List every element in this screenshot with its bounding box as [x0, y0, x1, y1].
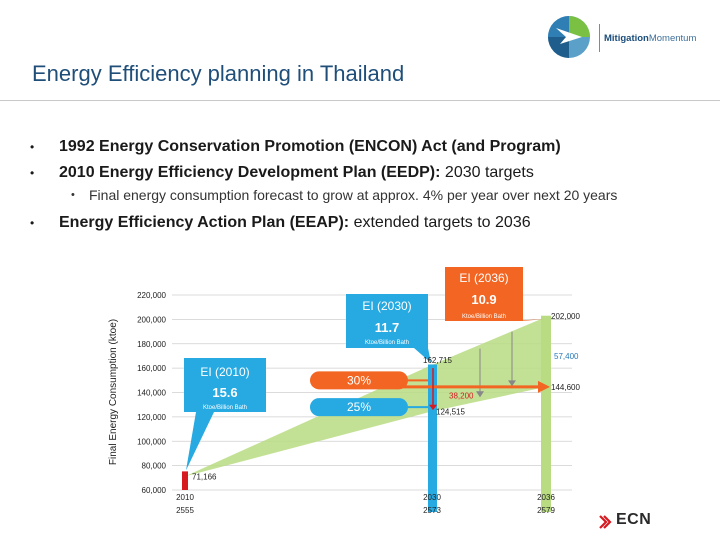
- ei-2036-box: [445, 267, 523, 321]
- ei-2010-value: 15.6: [212, 385, 237, 400]
- ei-2036-value: 10.9: [471, 292, 496, 307]
- logo-text-part2: Momentum: [648, 33, 697, 44]
- x-tick-label: 2030: [423, 493, 441, 502]
- bullet-list: • 1992 Energy Conservation Promotion (EN…: [30, 137, 690, 239]
- x-tick-label-be: 2579: [537, 506, 555, 515]
- reduction-pill-25: [310, 398, 408, 417]
- y-tick-label: 220,000: [137, 291, 166, 300]
- ei-2010-unit: Ktoe/Billion Bath: [203, 405, 247, 411]
- bullet-dot-icon: •: [30, 140, 35, 154]
- bullet-strong-text: 2010 Energy Efficiency Development Plan …: [59, 164, 441, 181]
- mitigation-momentum-logo: MitigationMomentum: [546, 14, 716, 60]
- year-bar-2030: [428, 364, 437, 512]
- bullet-text: 2030 targets: [440, 164, 534, 181]
- ecn-logo-text: ECN: [616, 511, 652, 528]
- bullet-strong-text: 1992 Energy Conservation Promotion (ENCO…: [59, 138, 561, 155]
- ei-2036-unit: Ktoe/Billion Bath: [462, 314, 506, 320]
- data-label: 144,600: [551, 383, 580, 392]
- reduction-pill-25-label: 25%: [347, 400, 371, 414]
- ei-2030-value: 11.7: [375, 320, 400, 335]
- data-label: 57,400: [554, 352, 579, 361]
- ei-2030-box: [346, 294, 428, 348]
- bullet-item: • 1992 Energy Conservation Promotion (EN…: [30, 137, 690, 157]
- bullet-dot-icon: •: [30, 216, 35, 230]
- bullet-strong-text: Energy Efficiency Action Plan (EEAP):: [59, 214, 350, 231]
- x-tick-label: 2036: [537, 493, 555, 502]
- sub-bullet-text: Final energy consumption forecast to gro…: [89, 187, 618, 203]
- bau-arrowhead: [538, 380, 550, 393]
- data-label: 162,715: [423, 356, 452, 365]
- logo-text-part1: Mitigation: [604, 33, 649, 44]
- ecn-logo-icon: [599, 515, 612, 529]
- sub-bullet-item: • Final energy consumption forecast to g…: [30, 187, 690, 204]
- chart-svg: Final Energy Consumption (ktoe) 220,000 20…: [108, 267, 580, 515]
- target-arrowhead-2030: [429, 404, 437, 411]
- y-tick-label: 100,000: [137, 437, 166, 446]
- reduction-pill-30-label: 30%: [347, 373, 371, 387]
- ei-2010-box: [184, 358, 266, 412]
- y-tick-label: 120,000: [137, 413, 166, 422]
- y-axis-label: Final Energy Consumption (ktoe): [108, 319, 119, 465]
- bullet-dot-icon: •: [30, 166, 35, 180]
- bullet-text: extended targets to 2036: [349, 214, 531, 231]
- data-label: 124,515: [436, 407, 465, 416]
- y-tick-label: 180,000: [137, 340, 166, 349]
- energy-consumption-chart: Final Energy Consumption (ktoe) 220,000 20…: [102, 262, 596, 524]
- ei-2030-unit: Ktoe/Billion Bath: [365, 340, 409, 346]
- year-bar-2036: [541, 315, 551, 512]
- reduction-pill-30: [310, 371, 408, 390]
- y-tick-label: 200,000: [137, 315, 166, 324]
- logo-wordmark: MitigationMomentum: [604, 33, 696, 44]
- ei-2030-title: EI (2030): [362, 299, 411, 313]
- y-tick-label: 80,000: [142, 462, 167, 471]
- ei-2010-title: EI (2010): [200, 365, 249, 379]
- data-label: 202,000: [551, 312, 580, 321]
- bullet-item: • 2010 Energy Efficiency Development Pla…: [30, 163, 690, 183]
- ei-2036-title: EI (2036): [459, 271, 508, 285]
- title-divider: [0, 100, 720, 101]
- ei-2030-pointer: [414, 348, 431, 363]
- ei-2036-pointer: [512, 318, 544, 321]
- logo-separator: [599, 24, 600, 52]
- savings-area: [185, 316, 546, 477]
- savings-arrowhead: [476, 391, 484, 398]
- ecn-logo: ECN: [598, 510, 658, 532]
- logo-mark-icon: [548, 16, 590, 58]
- x-tick-label-be: 2573: [423, 506, 441, 515]
- x-tick-label: 2010: [176, 493, 194, 502]
- sub-bullet-dot-icon: •: [71, 189, 75, 201]
- data-label: 38,200: [449, 392, 474, 401]
- x-tick-label-be: 2555: [176, 506, 194, 515]
- bullet-item: • Energy Efficiency Action Plan (EEAP): …: [30, 213, 690, 233]
- savings-arrowhead: [508, 380, 516, 387]
- y-tick-label: 60,000: [142, 486, 167, 495]
- y-tick-label: 140,000: [137, 389, 166, 398]
- y-tick-label: 160,000: [137, 364, 166, 373]
- start-marker-2010: [182, 471, 188, 490]
- slide-title: Energy Efficiency planning in Thailand: [32, 61, 405, 86]
- data-label: 71,166: [192, 472, 217, 481]
